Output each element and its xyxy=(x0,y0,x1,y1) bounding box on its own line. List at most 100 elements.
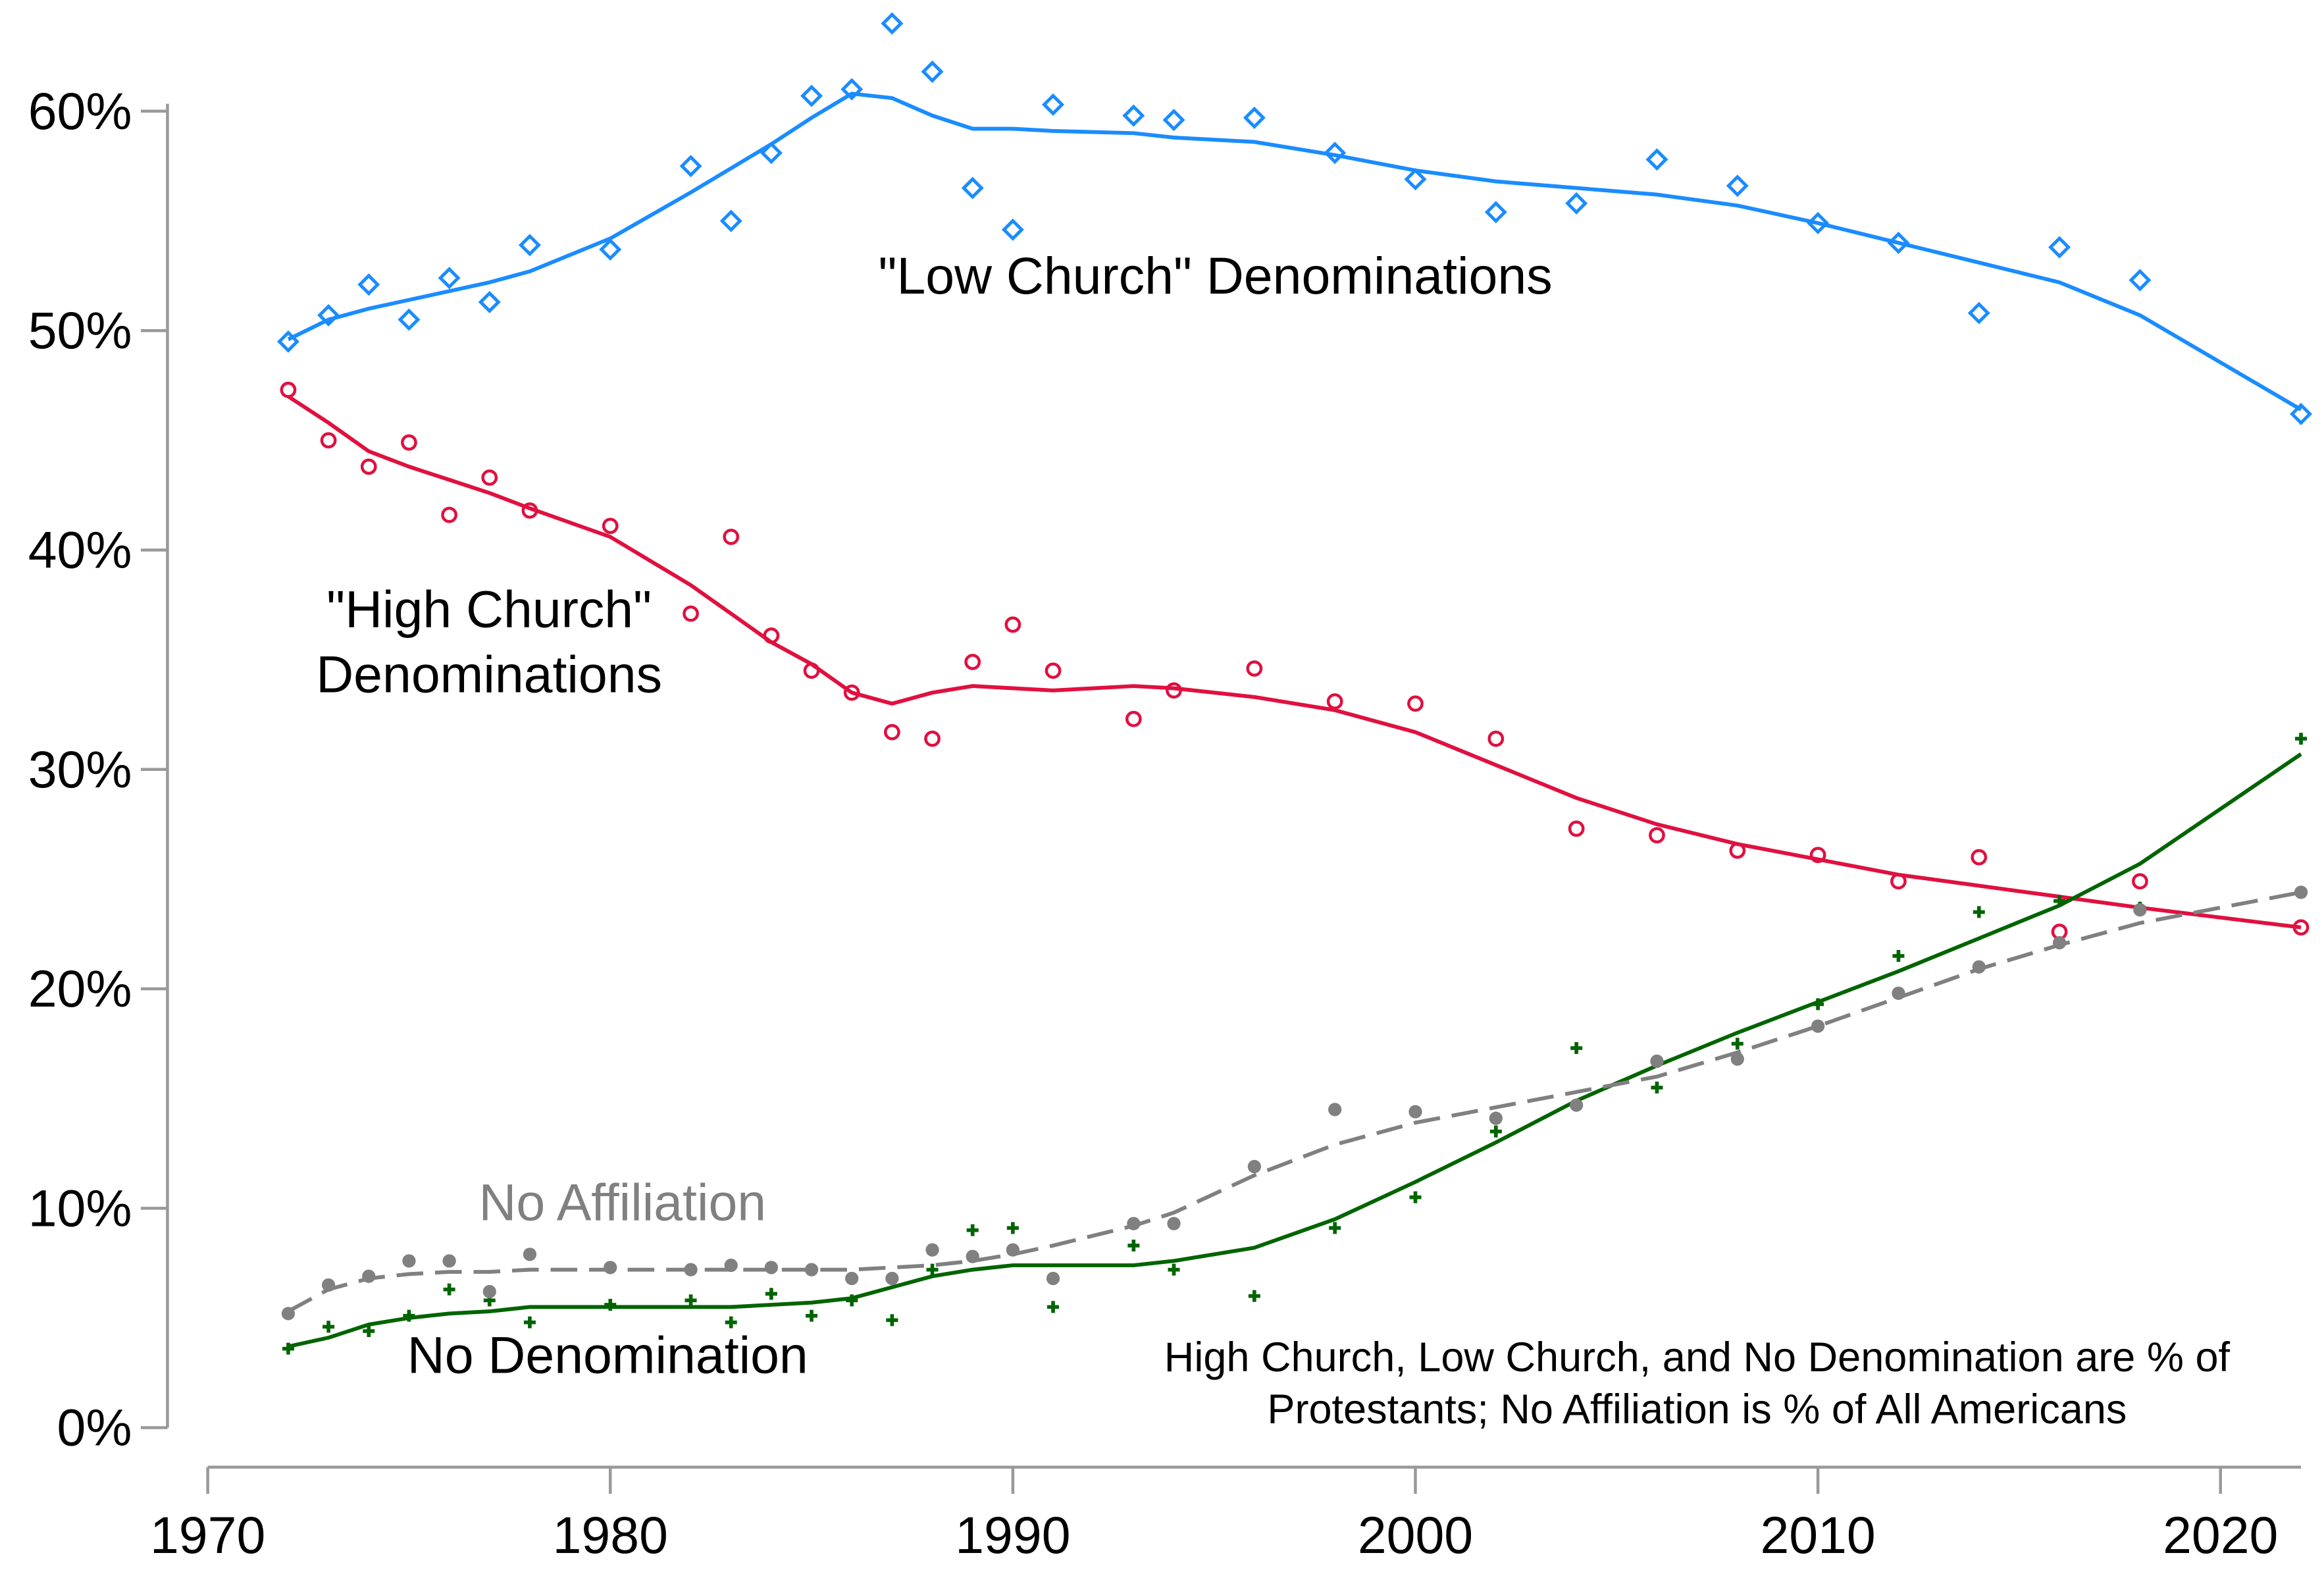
point xyxy=(438,267,461,290)
point xyxy=(2290,402,2313,425)
series-label-box: "High Church" Denominations xyxy=(316,581,663,704)
point xyxy=(604,1261,617,1275)
x-tick-label: 2020 xyxy=(2163,1506,2278,1564)
point xyxy=(1807,211,1830,234)
trend-line xyxy=(287,394,2302,930)
y-tick-label: 60% xyxy=(28,82,132,140)
point xyxy=(362,1269,376,1283)
point xyxy=(964,654,981,670)
point xyxy=(881,12,904,35)
point xyxy=(482,1284,496,1299)
point xyxy=(1489,1125,1502,1138)
point xyxy=(1967,302,1990,325)
x-tick-label: 1990 xyxy=(955,1506,1070,1564)
point xyxy=(683,605,699,622)
point xyxy=(2129,269,2152,292)
point xyxy=(403,1309,415,1322)
point xyxy=(1166,682,1182,699)
point xyxy=(1045,662,1062,679)
point xyxy=(1887,231,1910,254)
point xyxy=(1001,218,1024,241)
point xyxy=(1122,104,1145,127)
point xyxy=(442,1254,456,1268)
point xyxy=(1127,1239,1140,1252)
series-label-box: No Affiliation xyxy=(478,1174,767,1232)
point xyxy=(840,78,864,101)
point xyxy=(1892,950,1905,962)
point xyxy=(523,1248,537,1261)
x-tick-label: 1980 xyxy=(553,1506,668,1564)
point xyxy=(806,1309,818,1322)
point xyxy=(481,469,498,486)
series-label: "High Church" Denominations xyxy=(316,581,663,704)
point xyxy=(2048,236,2071,259)
point xyxy=(1484,201,1507,224)
point xyxy=(282,1342,294,1355)
point xyxy=(1409,1191,1422,1203)
point xyxy=(276,330,299,353)
point xyxy=(1047,1301,1060,1313)
x-tick-label: 2010 xyxy=(1760,1506,1875,1564)
x-tick-label: 1970 xyxy=(150,1506,265,1564)
point xyxy=(1167,1217,1181,1230)
point xyxy=(961,176,984,199)
point xyxy=(1731,1038,1743,1050)
point xyxy=(843,684,860,701)
point xyxy=(765,1288,777,1300)
series-label-box: No Denomination xyxy=(407,1327,808,1385)
point xyxy=(1404,168,1427,191)
series-label-box: "Low Church" Denominations xyxy=(878,248,1552,305)
point xyxy=(1127,1217,1141,1230)
point xyxy=(317,303,340,327)
point xyxy=(1487,730,1505,747)
point xyxy=(2053,895,2066,907)
point xyxy=(1565,192,1588,215)
point xyxy=(1812,998,1824,1011)
point xyxy=(1809,847,1826,864)
point xyxy=(1568,820,1585,837)
trend-line xyxy=(287,92,2302,411)
point xyxy=(1042,93,1065,116)
point xyxy=(1489,1111,1503,1125)
x-tick-label: 2000 xyxy=(1358,1506,1473,1564)
note-box: High Church, Low Church, and No Denomina… xyxy=(1164,1334,2230,1433)
point xyxy=(1811,1019,1825,1033)
point xyxy=(604,1298,617,1311)
point xyxy=(684,1294,697,1307)
point xyxy=(1326,693,1343,710)
point xyxy=(2294,885,2308,899)
point xyxy=(2295,733,2308,745)
point xyxy=(924,730,941,747)
y-tick-label: 10% xyxy=(28,1179,132,1237)
point xyxy=(804,1263,819,1276)
y-tick-label: 20% xyxy=(28,960,132,1018)
point xyxy=(1408,1105,1422,1118)
point xyxy=(800,84,823,107)
point xyxy=(1046,1271,1060,1286)
point xyxy=(398,308,421,331)
series-label: No Affiliation xyxy=(478,1174,767,1232)
point xyxy=(1650,1054,1664,1068)
point xyxy=(523,1316,536,1328)
point xyxy=(966,1249,979,1263)
point xyxy=(1006,1243,1020,1257)
point xyxy=(1890,873,1907,890)
point xyxy=(2052,935,2067,950)
point xyxy=(725,1316,737,1328)
point xyxy=(1407,695,1424,712)
point xyxy=(1247,1159,1261,1174)
point xyxy=(1329,1222,1341,1234)
series-label: No Denomination xyxy=(407,1327,808,1385)
point xyxy=(1004,616,1021,633)
y-tick-label: 50% xyxy=(28,302,132,359)
y-tick-label: 0% xyxy=(57,1399,132,1457)
point xyxy=(966,1224,979,1236)
point xyxy=(719,209,742,232)
point xyxy=(803,662,820,679)
point xyxy=(518,234,541,257)
point xyxy=(521,502,538,519)
point xyxy=(723,529,740,545)
point xyxy=(1726,174,1749,197)
point xyxy=(323,1321,335,1333)
